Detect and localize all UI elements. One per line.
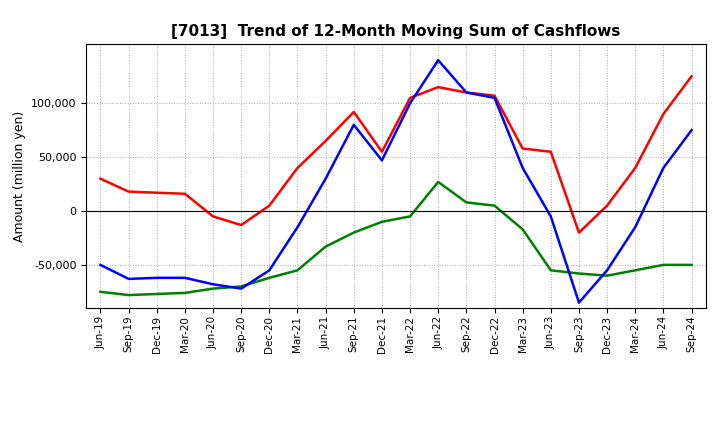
Operating Cashflow [237,222,246,227]
Operating Cashflow [321,138,330,143]
Investing Cashflow [293,268,302,273]
Free Cashflow [237,286,246,291]
Operating Cashflow [181,191,189,196]
Investing Cashflow [377,219,386,224]
Title: [7013]  Trend of 12-Month Moving Sum of Cashflows: [7013] Trend of 12-Month Moving Sum of C… [171,24,621,39]
Investing Cashflow [490,203,499,208]
Operating Cashflow [462,90,471,95]
Investing Cashflow [659,262,667,268]
Line: Free Cashflow: Free Cashflow [101,60,691,303]
Investing Cashflow [434,179,443,184]
Free Cashflow [96,262,105,268]
Free Cashflow [687,128,696,133]
Investing Cashflow [546,268,555,273]
Free Cashflow [462,90,471,95]
Free Cashflow [349,122,358,128]
Operating Cashflow [265,203,274,208]
Investing Cashflow [603,273,611,279]
Investing Cashflow [321,244,330,249]
Operating Cashflow [349,109,358,114]
Operating Cashflow [546,149,555,154]
Investing Cashflow [687,262,696,268]
Line: Operating Cashflow: Operating Cashflow [101,76,691,233]
Investing Cashflow [631,268,639,273]
Investing Cashflow [406,214,415,219]
Operating Cashflow [125,189,133,194]
Investing Cashflow [265,275,274,280]
Free Cashflow [631,224,639,230]
Operating Cashflow [377,149,386,154]
Operating Cashflow [631,165,639,171]
Free Cashflow [659,165,667,171]
Investing Cashflow [209,286,217,291]
Operating Cashflow [96,176,105,181]
Investing Cashflow [125,293,133,298]
Free Cashflow [575,300,583,305]
Investing Cashflow [237,284,246,289]
Operating Cashflow [293,165,302,171]
Free Cashflow [434,58,443,63]
Free Cashflow [490,95,499,100]
Investing Cashflow [153,291,161,297]
Operating Cashflow [406,95,415,100]
Operating Cashflow [209,214,217,219]
Free Cashflow [293,224,302,230]
Y-axis label: Amount (million yen): Amount (million yen) [13,110,26,242]
Investing Cashflow [518,227,527,232]
Free Cashflow [406,101,415,106]
Investing Cashflow [575,271,583,276]
Free Cashflow [265,268,274,273]
Free Cashflow [153,275,161,280]
Free Cashflow [125,276,133,282]
Operating Cashflow [659,111,667,117]
Investing Cashflow [181,290,189,296]
Free Cashflow [518,165,527,171]
Operating Cashflow [434,84,443,90]
Operating Cashflow [575,230,583,235]
Operating Cashflow [153,190,161,195]
Investing Cashflow [349,230,358,235]
Free Cashflow [181,275,189,280]
Investing Cashflow [462,200,471,205]
Free Cashflow [603,268,611,273]
Free Cashflow [321,176,330,181]
Free Cashflow [209,282,217,287]
Free Cashflow [546,214,555,219]
Operating Cashflow [687,73,696,79]
Operating Cashflow [603,203,611,208]
Investing Cashflow [96,289,105,294]
Free Cashflow [377,158,386,163]
Line: Investing Cashflow: Investing Cashflow [101,182,691,295]
Operating Cashflow [518,146,527,151]
Operating Cashflow [490,93,499,99]
